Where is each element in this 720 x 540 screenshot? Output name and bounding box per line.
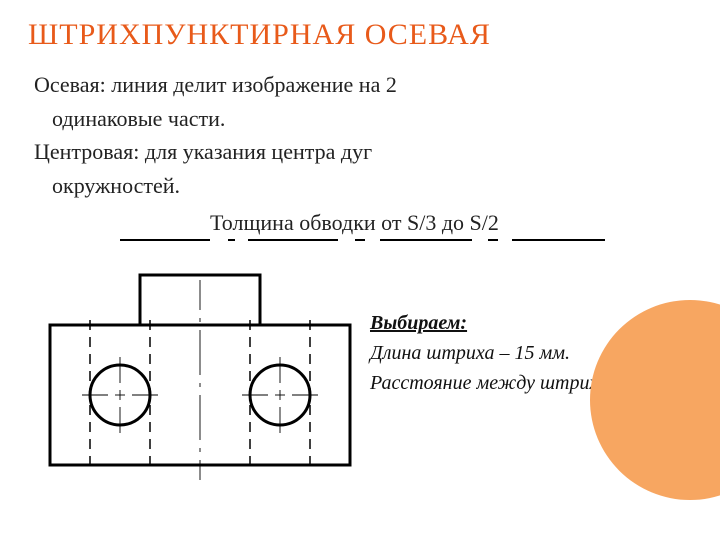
para-1-line-2: одинаковые части.	[34, 104, 680, 134]
para-2-line-2: окружностей.	[34, 171, 680, 201]
description-block: Осевая: линия делит изображение на 2 оди…	[0, 52, 720, 201]
para-1-line-1: Осевая: линия делит изображение на 2	[34, 70, 680, 100]
para-2-line-1: Центровая: для указания центра дуг	[34, 137, 680, 167]
page-title: ШТРИХПУНКТИРНАЯ ОСЕВАЯ	[0, 0, 720, 52]
